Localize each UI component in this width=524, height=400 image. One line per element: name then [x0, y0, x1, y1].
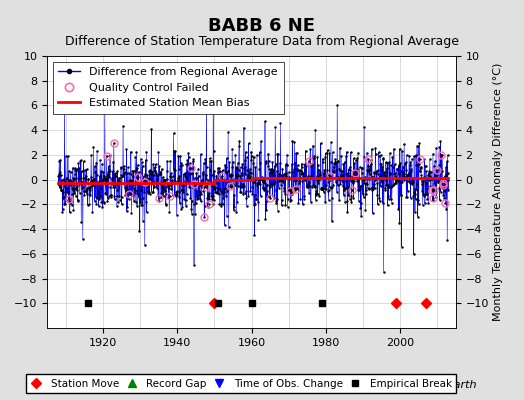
Y-axis label: Monthly Temperature Anomaly Difference (°C): Monthly Temperature Anomaly Difference (…	[493, 63, 503, 321]
Text: Berkeley Earth: Berkeley Earth	[395, 380, 477, 390]
Legend: Difference from Regional Average, Quality Control Failed, Estimated Station Mean: Difference from Regional Average, Qualit…	[53, 62, 283, 114]
Text: Difference of Station Temperature Data from Regional Average: Difference of Station Temperature Data f…	[65, 36, 459, 48]
Text: BABB 6 NE: BABB 6 NE	[209, 17, 315, 35]
Legend: Station Move, Record Gap, Time of Obs. Change, Empirical Break: Station Move, Record Gap, Time of Obs. C…	[26, 374, 456, 393]
